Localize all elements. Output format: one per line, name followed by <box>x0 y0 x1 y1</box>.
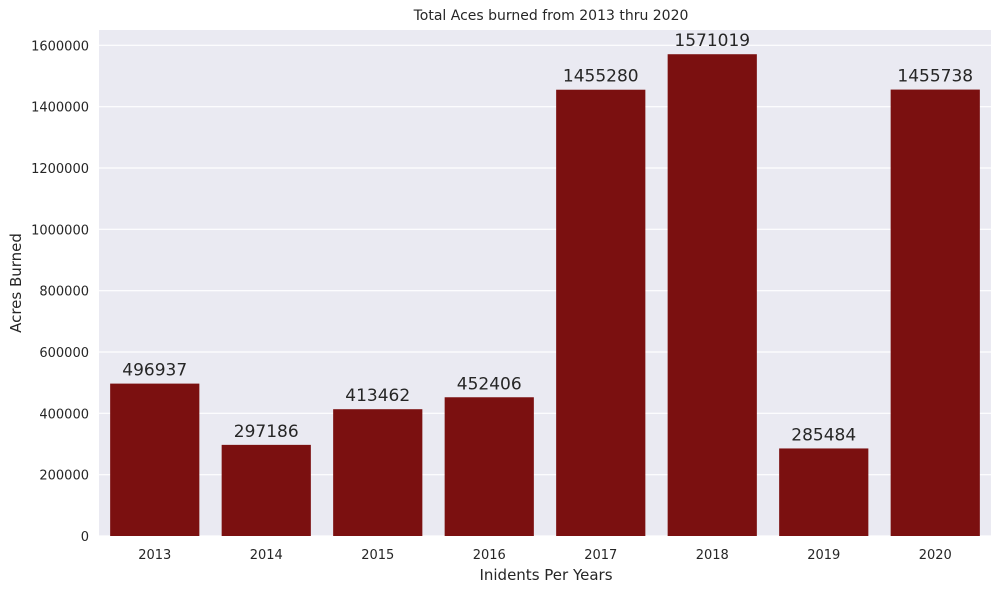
x-tick-label: 2018 <box>696 548 729 563</box>
y-tick-label: 200000 <box>39 469 89 484</box>
y-tick-label: 1400000 <box>31 101 89 116</box>
bar <box>444 397 534 536</box>
bars <box>110 54 980 537</box>
x-tick-label: 2020 <box>919 548 952 563</box>
y-tick-label: 1000000 <box>31 223 89 238</box>
y-tick-label: 800000 <box>39 285 89 300</box>
y-tick-label: 400000 <box>39 407 89 422</box>
bar-value-label: 496937 <box>122 361 187 381</box>
y-tick-label: 600000 <box>39 346 89 361</box>
x-axis-label: Inidents Per Years <box>479 566 612 584</box>
x-tick-label: 2014 <box>250 548 283 563</box>
bar <box>556 89 646 536</box>
bar-value-label: 1455280 <box>563 67 639 87</box>
x-tick-label: 2013 <box>138 548 171 563</box>
bar <box>221 444 311 536</box>
bar-value-label: 297186 <box>234 422 299 442</box>
bar <box>667 54 757 537</box>
y-tick-label: 0 <box>81 530 89 545</box>
y-tick-label: 1600000 <box>31 39 89 54</box>
x-tick-label: 2017 <box>584 548 617 563</box>
y-axis-label: Acres Burned <box>7 233 25 333</box>
bar-value-label: 413462 <box>345 386 410 406</box>
bar-value-label: 285484 <box>791 425 856 445</box>
x-tick-label: 2019 <box>807 548 840 563</box>
bar <box>333 409 423 536</box>
y-tick-labels: 0 200000 400000 600000 800000 1000000 1200000 1… <box>31 39 89 545</box>
bar-value-label: 452406 <box>457 374 522 394</box>
x-tick-labels: 2013 2014 2015 2016 2017 2018 2019 2020 <box>138 548 952 563</box>
y-tick-label: 1200000 <box>31 162 89 177</box>
bar <box>779 448 869 536</box>
bar <box>110 383 200 536</box>
bar-value-label: 1571019 <box>674 31 750 51</box>
data-labels: 496937 297186 413462 452406 1455280 1571019 28… <box>122 31 973 445</box>
chart-title: Total Aces burned from 2013 thru 2020 <box>413 8 689 24</box>
bar-value-label: 1455738 <box>897 67 973 87</box>
bar <box>890 89 980 537</box>
x-tick-label: 2016 <box>473 548 506 563</box>
x-tick-label: 2015 <box>361 548 394 563</box>
